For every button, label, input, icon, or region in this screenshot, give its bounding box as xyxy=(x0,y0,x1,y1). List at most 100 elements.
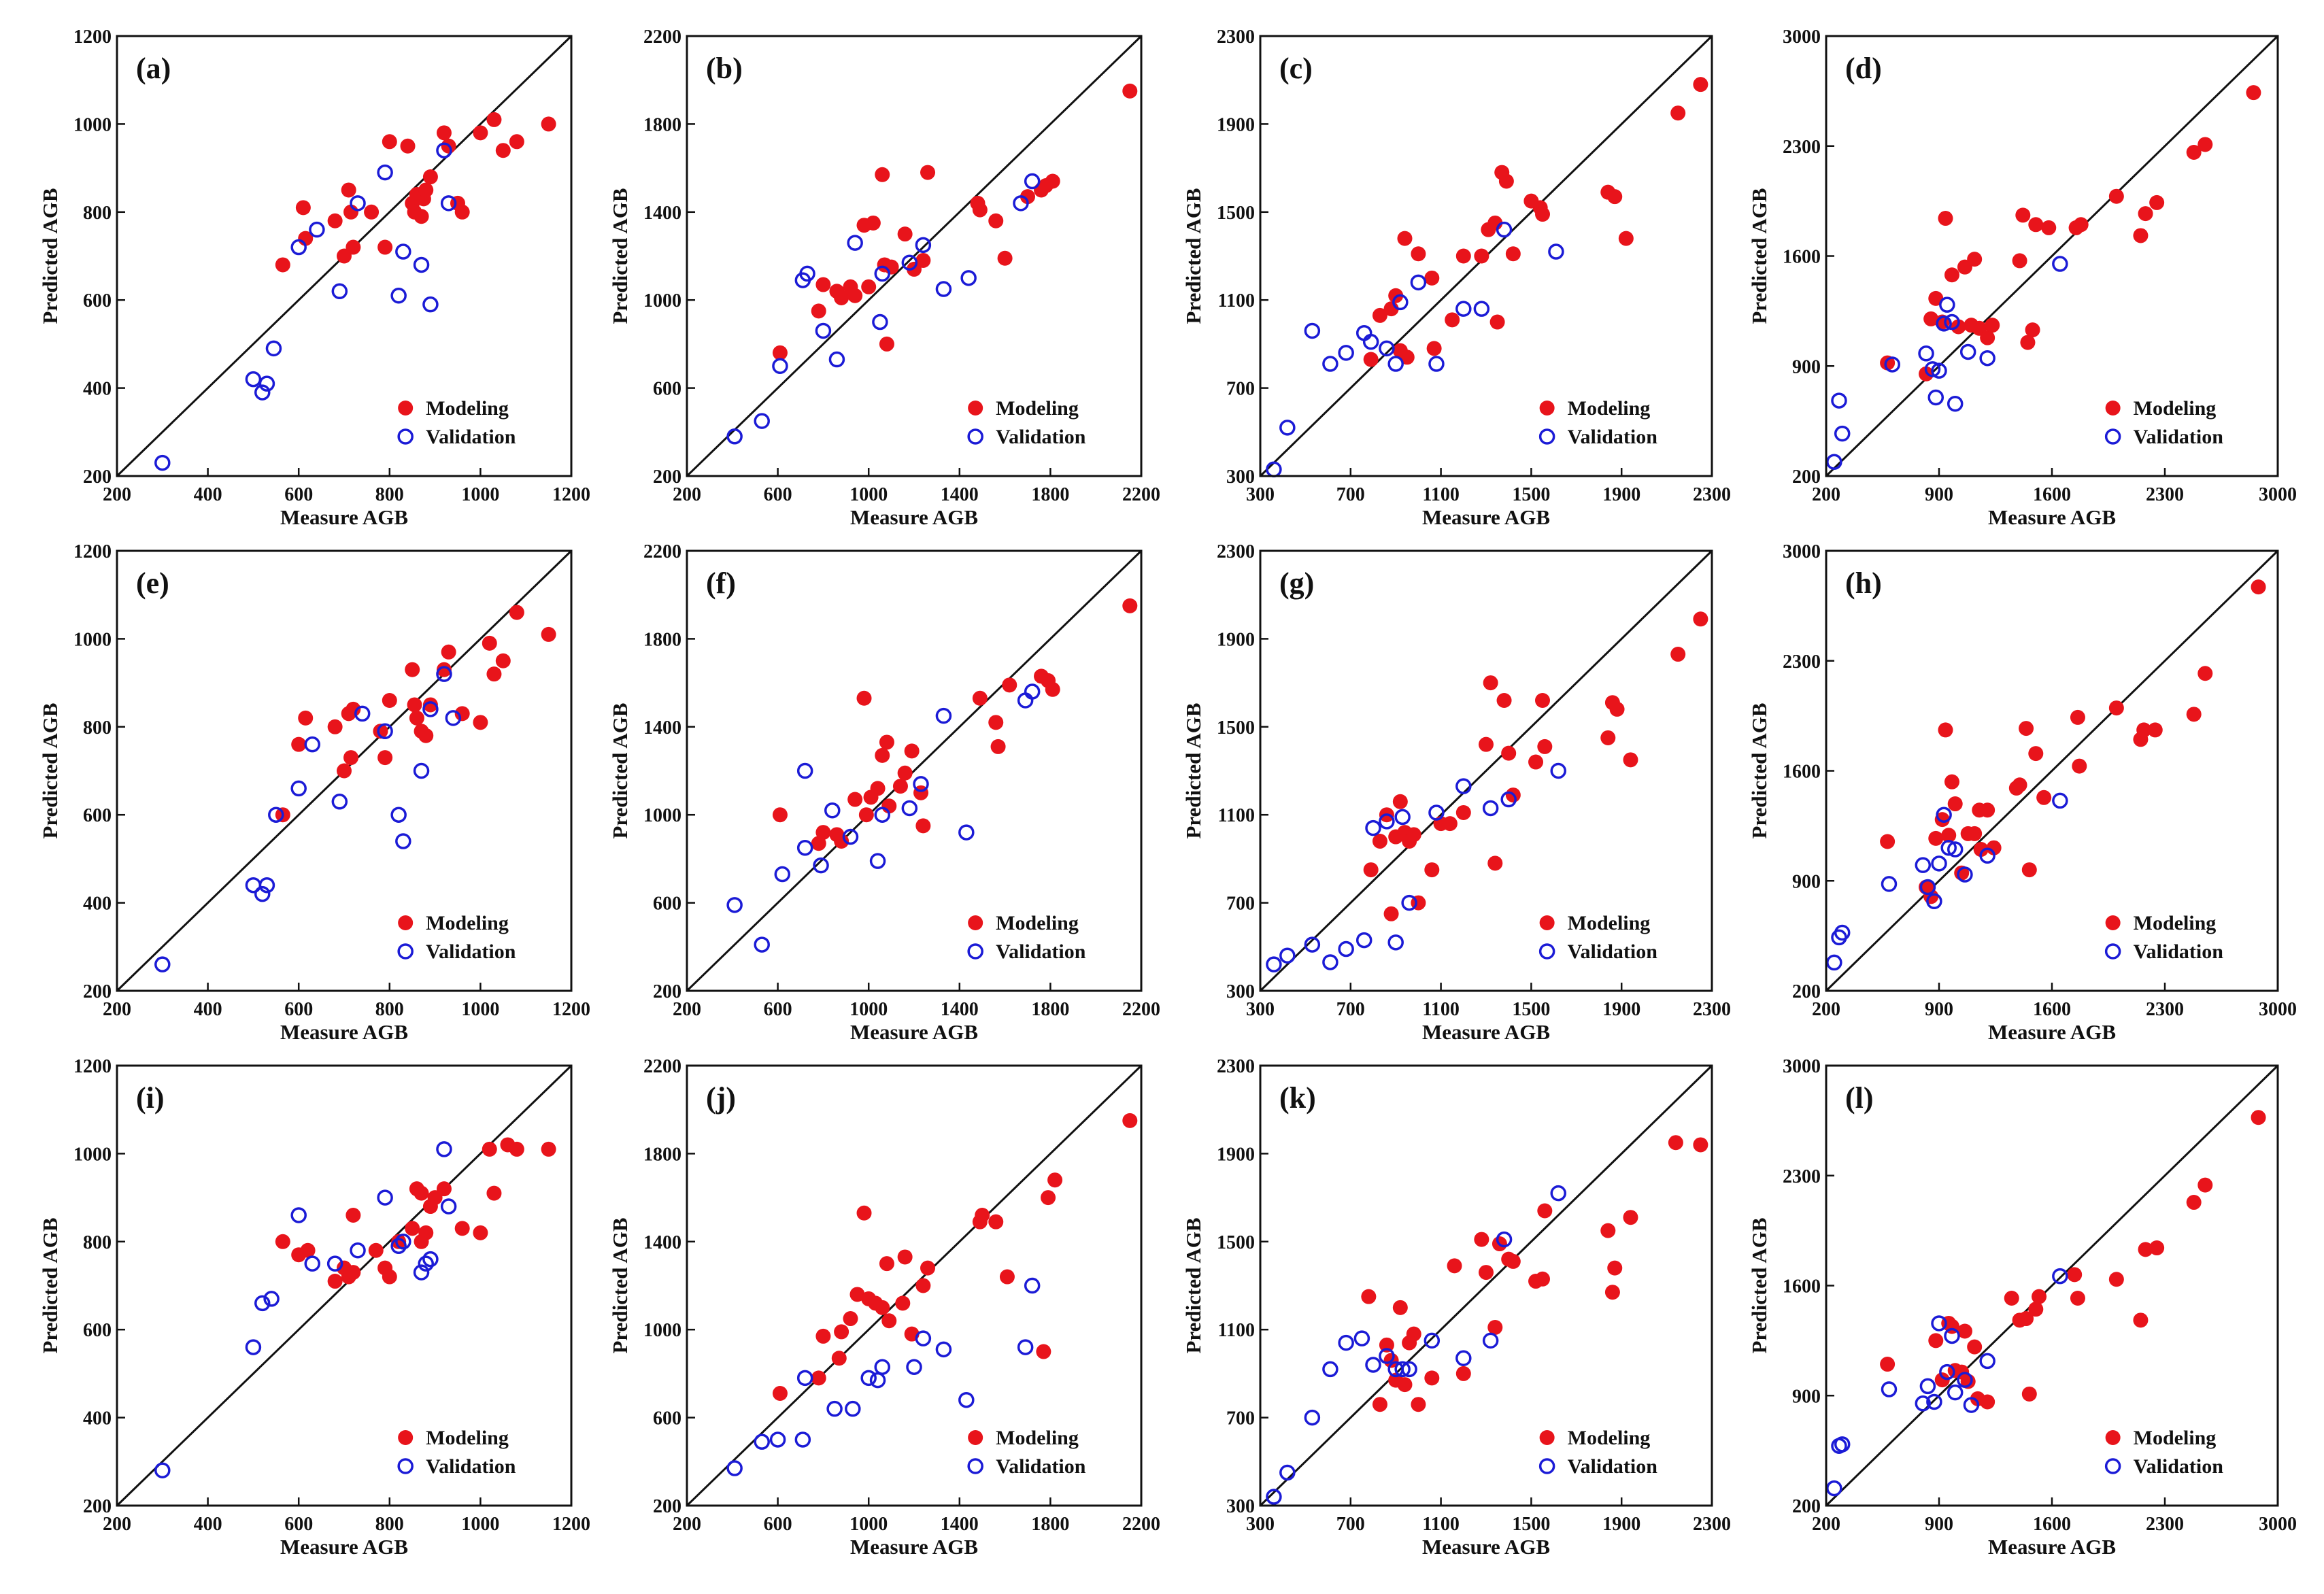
modeling-point xyxy=(1047,1172,1063,1188)
legend-modeling-marker xyxy=(968,915,983,930)
modeling-point xyxy=(454,204,470,220)
modeling-point xyxy=(1379,1337,1394,1353)
modeling-point xyxy=(2246,85,2261,101)
y-tick-label: 2300 xyxy=(1217,27,1255,48)
modeling-point xyxy=(2251,579,2266,595)
validation-point xyxy=(290,780,307,797)
panel-k: 300 700 1100 1500 1900 2300 300 700 1100 1500 1900… xyxy=(1181,1056,1731,1559)
plot-frame xyxy=(1259,1064,1713,1507)
modeling-point xyxy=(436,1181,452,1197)
modeling-point xyxy=(811,303,826,319)
identity-line xyxy=(686,549,1143,992)
validation-point xyxy=(1428,356,1445,372)
validation-point xyxy=(395,243,411,260)
x-tick-label: 1500 xyxy=(1512,1514,1550,1535)
validation-point xyxy=(1338,940,1354,957)
y-tick-label: 2300 xyxy=(1783,1166,1821,1187)
y-tick-label: 600 xyxy=(83,290,112,311)
validation-point xyxy=(1919,879,1936,896)
modeling-point xyxy=(1618,231,1634,246)
y-tick-label: 700 xyxy=(1226,894,1255,915)
modeling-point xyxy=(2197,1177,2213,1193)
x-axis-title: Measure AGB xyxy=(1988,505,2116,529)
modeling-point xyxy=(409,710,424,726)
x-tick-label: 600 xyxy=(764,999,792,1020)
validation-point xyxy=(1322,1361,1338,1378)
modeling-point xyxy=(988,213,1004,228)
modeling-point xyxy=(2133,1312,2149,1328)
modeling-point xyxy=(2108,700,2124,716)
panel-label: (l) xyxy=(1845,1081,1874,1115)
modeling-point xyxy=(856,1205,872,1221)
x-tick-label: 200 xyxy=(1812,1514,1840,1535)
validation-point xyxy=(1931,855,1947,872)
modeling-point xyxy=(975,1207,990,1223)
legend-validation-label: Validation xyxy=(426,426,516,448)
validation-point xyxy=(2052,1268,2068,1285)
modeling-point xyxy=(1670,647,1686,662)
validation-point xyxy=(1355,932,1372,949)
modeling-point xyxy=(2021,862,2037,878)
modeling-point xyxy=(2070,1290,2085,1306)
plot-frame xyxy=(1259,35,1713,477)
validation-point xyxy=(874,807,890,823)
x-tick-label: 900 xyxy=(1925,1514,1953,1535)
y-tick-label: 1400 xyxy=(643,1232,681,1253)
y-tick-label: 2200 xyxy=(643,27,681,48)
validation-point xyxy=(1279,420,1296,436)
modeling-point xyxy=(1980,802,1995,818)
legend-validation-marker xyxy=(2104,428,2121,445)
validation-point xyxy=(1947,841,1964,858)
legend-validation-marker xyxy=(967,943,983,960)
x-axis-title: Measure AGB xyxy=(850,505,978,529)
legend-modeling-label: Modeling xyxy=(426,1427,509,1449)
legend-modeling-marker xyxy=(398,915,414,930)
modeling-point xyxy=(1880,355,1896,371)
validation-point xyxy=(1926,893,1942,910)
modeling-point xyxy=(346,701,361,717)
x-axis-title: Measure AGB xyxy=(280,1020,408,1044)
x-tick-label: 1500 xyxy=(1512,484,1550,505)
modeling-point xyxy=(2036,790,2052,805)
modeling-point xyxy=(382,134,397,150)
validation-point xyxy=(390,287,407,304)
validation-point xyxy=(2052,256,2068,272)
validation-point xyxy=(901,254,918,271)
validation-point xyxy=(1024,173,1041,190)
validation-point xyxy=(1927,389,1944,406)
y-tick-label: 2200 xyxy=(643,1056,681,1077)
modeling-point xyxy=(541,116,556,132)
validation-point xyxy=(1401,1361,1417,1378)
legend-modeling-label: Modeling xyxy=(2134,912,2217,934)
modeling-point xyxy=(1122,598,1138,613)
modeling-point xyxy=(486,112,502,127)
modeling-point xyxy=(849,1287,865,1302)
legend-modeling-marker xyxy=(2105,401,2121,416)
plot-frame xyxy=(686,35,1143,477)
validation-point xyxy=(1410,274,1427,291)
modeling-point xyxy=(858,807,874,823)
y-tick-label: 1000 xyxy=(643,805,681,826)
validation-point xyxy=(1979,1353,1995,1370)
modeling-point xyxy=(1934,812,1950,828)
modeling-point xyxy=(772,345,788,360)
x-tick-label: 300 xyxy=(1246,484,1275,505)
panel-g: 300 700 1100 1500 1900 2300 300 700 1100 1500 1900… xyxy=(1181,541,1731,1044)
validation-point xyxy=(326,1255,343,1272)
y-tick-label: 2300 xyxy=(1783,651,1821,673)
legend-modeling-label: Modeling xyxy=(996,1427,1079,1449)
legend-validation-marker xyxy=(397,1458,414,1474)
modeling-point xyxy=(2028,217,2044,233)
modeling-point xyxy=(1923,311,1939,326)
modeling-point xyxy=(904,743,920,759)
x-tick-label: 2300 xyxy=(2146,1514,2184,1535)
x-tick-label: 1000 xyxy=(461,1514,499,1535)
legend-modeling-label: Modeling xyxy=(2134,397,2217,420)
y-tick-label: 400 xyxy=(83,1408,112,1429)
y-tick-label: 1200 xyxy=(73,27,112,48)
validation-point xyxy=(915,1330,932,1346)
validation-point xyxy=(1918,345,1934,362)
modeling-point xyxy=(495,143,511,158)
y-tick-label: 400 xyxy=(83,894,112,915)
modeling-point xyxy=(1668,1135,1683,1151)
